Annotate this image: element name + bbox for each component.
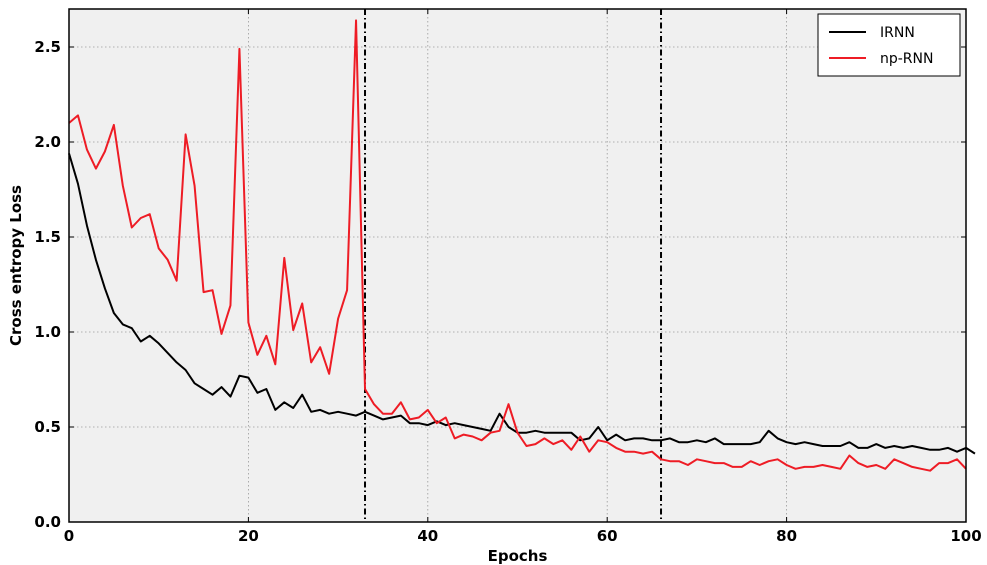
y-tick-label: 0.5 [34, 418, 61, 436]
y-tick-label: 0.0 [34, 513, 61, 531]
x-tick-label: 80 [776, 527, 797, 545]
x-tick-label: 20 [238, 527, 259, 545]
series-line-np-rnn [68, 19, 967, 472]
x-tick-label: 40 [417, 527, 438, 545]
x-tick-label: 100 [950, 527, 981, 545]
legend-entry: IRNN [880, 25, 915, 41]
x-tick-label: 0 [64, 527, 74, 545]
x-axis-label: Epochs [488, 547, 548, 565]
vertical-markers [364, 9, 663, 522]
axis-ticks: 0 20 40 60 80 100 0.0 0.5 1.0 1.5 2.0 2.5 [34, 9, 982, 545]
plot-frame [68, 8, 967, 523]
y-axis-label: Cross entropy Loss [7, 185, 25, 346]
y-tick-label: 1.0 [34, 323, 61, 341]
y-tick-label: 1.5 [34, 228, 61, 246]
legend-box [817, 13, 961, 77]
y-tick-label: 2.0 [34, 133, 61, 151]
legend: IRNN np-RNN [817, 13, 961, 77]
plot-area [69, 9, 966, 522]
x-tick-label: 60 [597, 527, 618, 545]
y-tick-label: 2.5 [34, 38, 61, 56]
series-line-irnn [68, 153, 976, 455]
legend-entry: np-RNN [880, 51, 933, 67]
series-lines [68, 19, 976, 472]
